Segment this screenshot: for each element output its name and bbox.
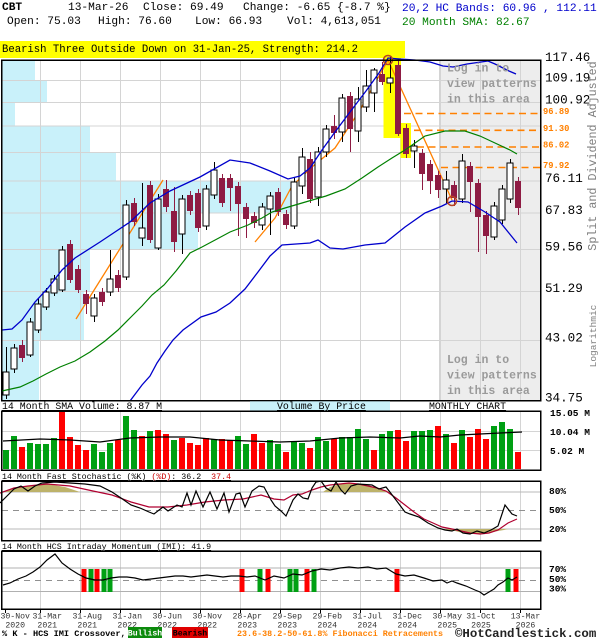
svg-text:96.89: 96.89 — [543, 107, 569, 117]
svg-text:76.11: 76.11 — [545, 172, 583, 186]
svg-text:117.46: 117.46 — [545, 51, 590, 65]
svg-text:2021: 2021 — [37, 622, 57, 631]
svg-text:in this area: in this area — [447, 385, 530, 398]
svg-text:view patterns: view patterns — [447, 78, 537, 91]
svg-text:2021: 2021 — [77, 622, 97, 631]
svg-text:70%: 70% — [549, 564, 566, 575]
svg-text:100.92: 100.92 — [545, 94, 590, 108]
svg-text:2024: 2024 — [317, 622, 337, 631]
svg-text:30-May: 30-May — [433, 613, 463, 622]
svg-text:2025: 2025 — [437, 622, 457, 631]
svg-text:59.56: 59.56 — [545, 241, 583, 255]
svg-text:2026: 2026 — [516, 622, 536, 631]
svg-text:30-Nov: 30-Nov — [0, 613, 30, 622]
svg-text:30%: 30% — [549, 584, 566, 595]
svg-text:31-Jan: 31-Jan — [113, 613, 143, 622]
svg-text:2022: 2022 — [157, 622, 177, 631]
svg-text:2023: 2023 — [237, 622, 257, 631]
svg-text:MONTHLY CHART: MONTHLY CHART — [429, 401, 506, 412]
svg-text:Bearish: Bearish — [173, 629, 207, 639]
svg-text:29-Feb: 29-Feb — [313, 612, 343, 622]
svg-text:14 Month SMA Volume: 8.87 M: 14 Month SMA Volume: 8.87 M — [2, 401, 162, 412]
svg-text:2024: 2024 — [397, 622, 417, 631]
svg-text:20%: 20% — [549, 524, 566, 535]
svg-text:67.83: 67.83 — [545, 204, 583, 218]
svg-text:Bullish: Bullish — [128, 629, 162, 639]
svg-text:50%: 50% — [549, 505, 566, 516]
svg-text:43.02: 43.02 — [545, 332, 583, 346]
svg-text:31-Mar: 31-Mar — [33, 613, 63, 622]
svg-text:30-Jun: 30-Jun — [153, 613, 183, 622]
svg-text:©HotCandlestick.com: ©HotCandlestick.com — [455, 627, 596, 640]
svg-text:10.04 M: 10.04 M — [550, 427, 590, 438]
svg-text:15.05 M: 15.05 M — [550, 408, 590, 419]
svg-text:in this area: in this area — [447, 94, 530, 107]
svg-text:view patterns: view patterns — [447, 370, 537, 383]
svg-text:% K - HCS IMI Crossover,: % K - HCS IMI Crossover, — [2, 629, 126, 639]
svg-text:Log in to: Log in to — [447, 354, 509, 367]
svg-text:31-Dec: 31-Dec — [393, 613, 423, 622]
svg-text:28-Apr: 28-Apr — [233, 613, 263, 622]
svg-text:29-Sep: 29-Sep — [273, 613, 303, 622]
svg-text:13-Mar: 13-Mar — [511, 613, 541, 622]
svg-text:50%: 50% — [549, 574, 566, 585]
svg-text:31-Jul: 31-Jul — [353, 612, 383, 622]
svg-text:Split and Dividend Adjusted: Split and Dividend Adjusted — [586, 61, 600, 250]
svg-text:2024: 2024 — [357, 622, 377, 631]
svg-text:86.02: 86.02 — [543, 141, 569, 151]
svg-text:2022: 2022 — [197, 622, 217, 631]
svg-text:2020: 2020 — [5, 622, 25, 631]
svg-text:109.19: 109.19 — [545, 72, 590, 86]
svg-text:31-Aug: 31-Aug — [73, 613, 103, 622]
svg-text:Logarithmic: Logarithmic — [588, 304, 599, 367]
svg-text:51.29: 51.29 — [545, 282, 583, 296]
svg-text:14 Month Fast Stochastic (%K): 14 Month Fast Stochastic (%K) (%D): 36.2… — [2, 472, 231, 482]
svg-text:31-Oct: 31-Oct — [466, 613, 496, 622]
svg-text:Log in to: Log in to — [447, 63, 509, 76]
svg-text:23.6-38.2-50-61.8% Fibonacci R: 23.6-38.2-50-61.8% Fibonacci Retracement… — [237, 629, 443, 639]
svg-text:Volume By Price: Volume By Price — [277, 401, 366, 412]
svg-text:14 Month HCS Intraday Momentum: 14 Month HCS Intraday Momentum (IMI): 41… — [2, 542, 211, 552]
svg-text:2022: 2022 — [117, 622, 137, 631]
svg-text:5.02 M: 5.02 M — [550, 446, 585, 457]
svg-text:2025: 2025 — [471, 622, 491, 631]
svg-text:2023: 2023 — [277, 622, 297, 631]
svg-text:30-Nov: 30-Nov — [193, 613, 223, 622]
svg-text:80%: 80% — [549, 486, 566, 497]
svg-text:79.92: 79.92 — [543, 161, 569, 171]
svg-text:34.75: 34.75 — [545, 392, 583, 406]
svg-text:91.30: 91.30 — [543, 124, 569, 134]
